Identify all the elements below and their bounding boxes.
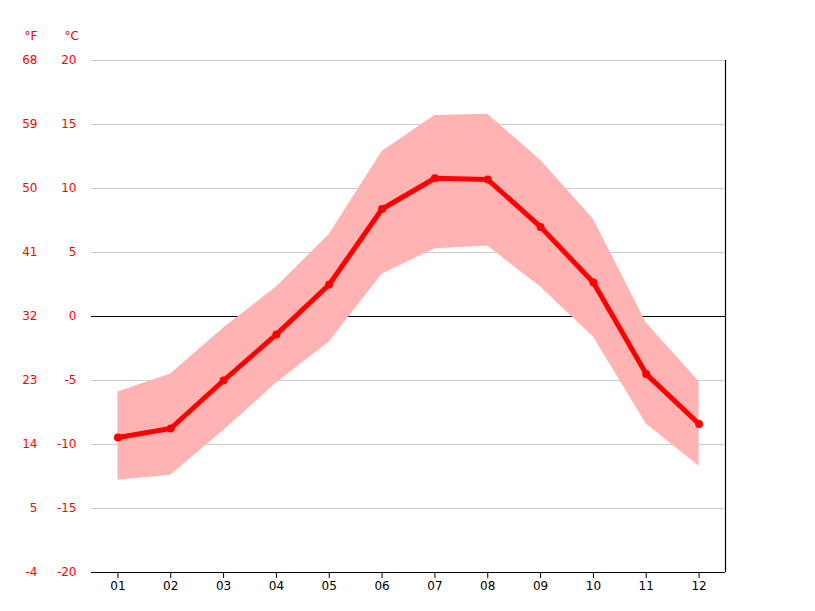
svg-text:12: 12	[691, 579, 706, 593]
svg-text:06: 06	[374, 579, 389, 593]
svg-text:01: 01	[110, 579, 125, 593]
svg-text:08: 08	[480, 579, 495, 593]
svg-text:-15: -15	[57, 501, 77, 515]
svg-text:68: 68	[22, 53, 37, 67]
svg-text:-4: -4	[26, 565, 38, 579]
svg-text:5: 5	[69, 245, 77, 259]
svg-text:41: 41	[22, 245, 37, 259]
svg-text:-5: -5	[65, 373, 77, 387]
svg-text:23: 23	[22, 373, 37, 387]
svg-text:°F: °F	[25, 29, 38, 43]
svg-text:09: 09	[533, 579, 548, 593]
svg-text:32: 32	[22, 309, 37, 323]
svg-text:07: 07	[427, 579, 442, 593]
svg-text:°C: °C	[65, 29, 79, 43]
svg-text:-10: -10	[57, 437, 77, 451]
svg-text:05: 05	[322, 579, 337, 593]
svg-text:02: 02	[163, 579, 178, 593]
svg-text:20: 20	[61, 53, 76, 67]
svg-text:04: 04	[269, 579, 284, 593]
svg-text:15: 15	[61, 117, 76, 131]
svg-text:59: 59	[22, 117, 37, 131]
svg-text:10: 10	[586, 579, 601, 593]
svg-text:10: 10	[61, 181, 76, 195]
svg-text:-20: -20	[57, 565, 77, 579]
svg-text:5: 5	[30, 501, 38, 515]
svg-text:03: 03	[216, 579, 231, 593]
svg-text:14: 14	[22, 437, 37, 451]
svg-text:0: 0	[69, 309, 77, 323]
svg-text:11: 11	[639, 579, 654, 593]
svg-text:50: 50	[22, 181, 37, 195]
